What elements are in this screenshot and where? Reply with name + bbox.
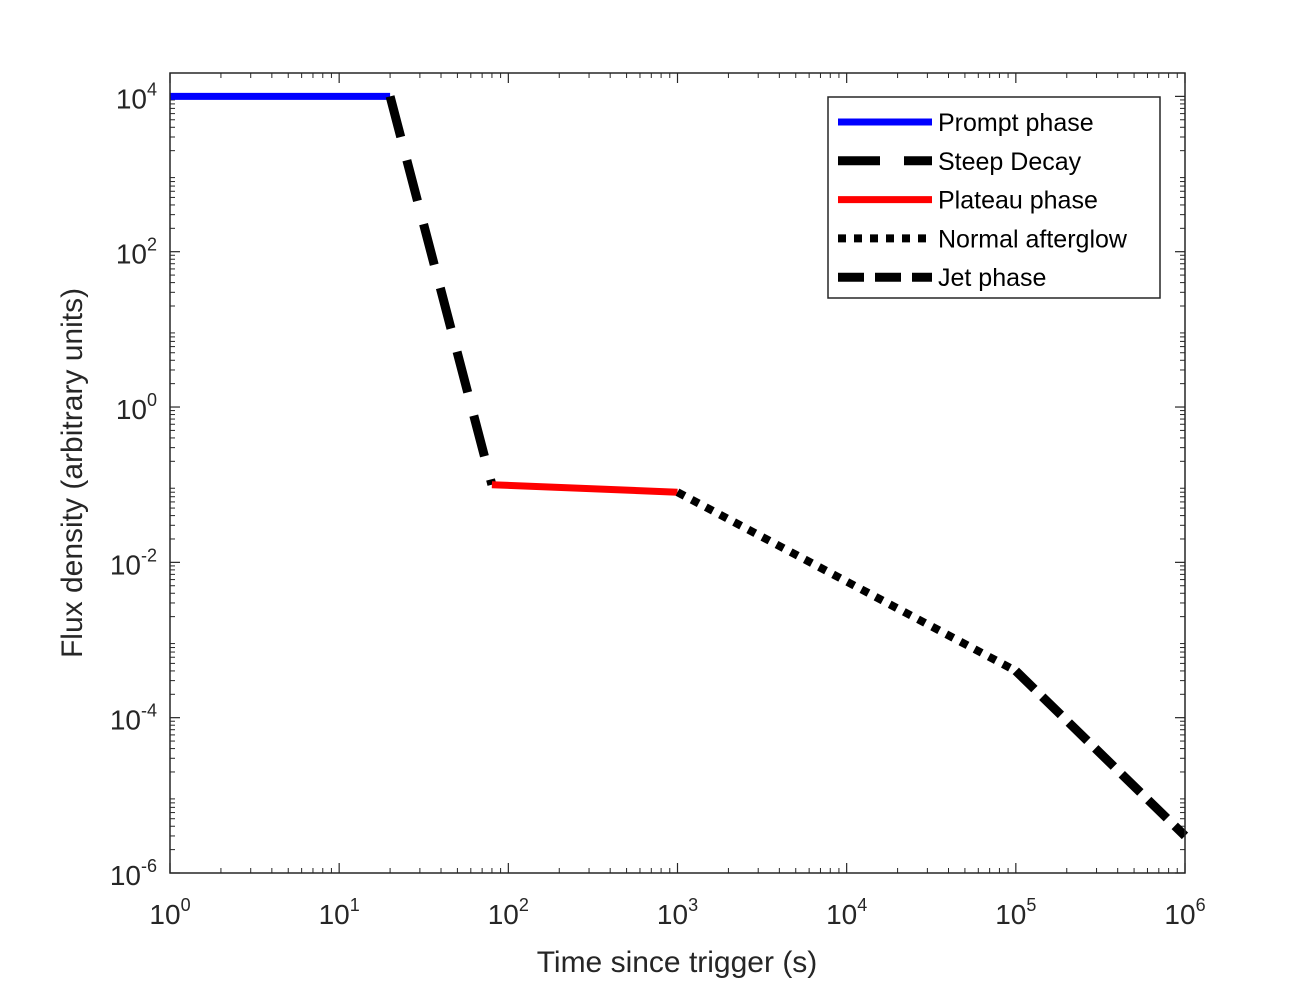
x-tick-label: 100 <box>149 895 190 930</box>
x-tick-labels: 100 101 102 103 104 105 106 <box>149 895 1205 930</box>
x-tick-label: 105 <box>995 895 1036 930</box>
y-tick-labels: 10-6 10-4 10-2 100 102 104 <box>110 79 157 891</box>
legend-label-steep-decay: Steep Decay <box>938 148 1082 176</box>
chart: 100 101 102 103 104 105 106 10-6 10-4 10-2 100 102… <box>0 0 1308 981</box>
legend-label-plateau-phase: Plateau phase <box>938 187 1098 215</box>
legend-label-jet-phase: Jet phase <box>938 264 1046 292</box>
y-tick-label: 102 <box>116 235 157 270</box>
y-axis-title: Flux density (arbitrary units) <box>56 288 89 658</box>
legend-label-normal-afterglow: Normal afterglow <box>938 225 1128 253</box>
y-tick-label: 100 <box>116 390 157 425</box>
x-tick-label: 102 <box>488 895 529 930</box>
x-axis-title: Time since trigger (s) <box>537 946 818 979</box>
x-tick-label: 103 <box>657 895 698 930</box>
x-tick-label: 106 <box>1164 895 1205 930</box>
y-tick-label: 104 <box>116 79 157 114</box>
y-tick-label: 10-2 <box>110 545 157 580</box>
x-tick-label: 101 <box>319 895 360 930</box>
x-tick-label: 104 <box>826 895 867 930</box>
y-tick-label: 10-6 <box>110 856 157 891</box>
legend: Prompt phase Steep Decay Plateau phase Norm… <box>828 97 1160 298</box>
y-tick-label: 10-4 <box>110 701 157 736</box>
legend-label-prompt-phase: Prompt phase <box>938 109 1094 137</box>
